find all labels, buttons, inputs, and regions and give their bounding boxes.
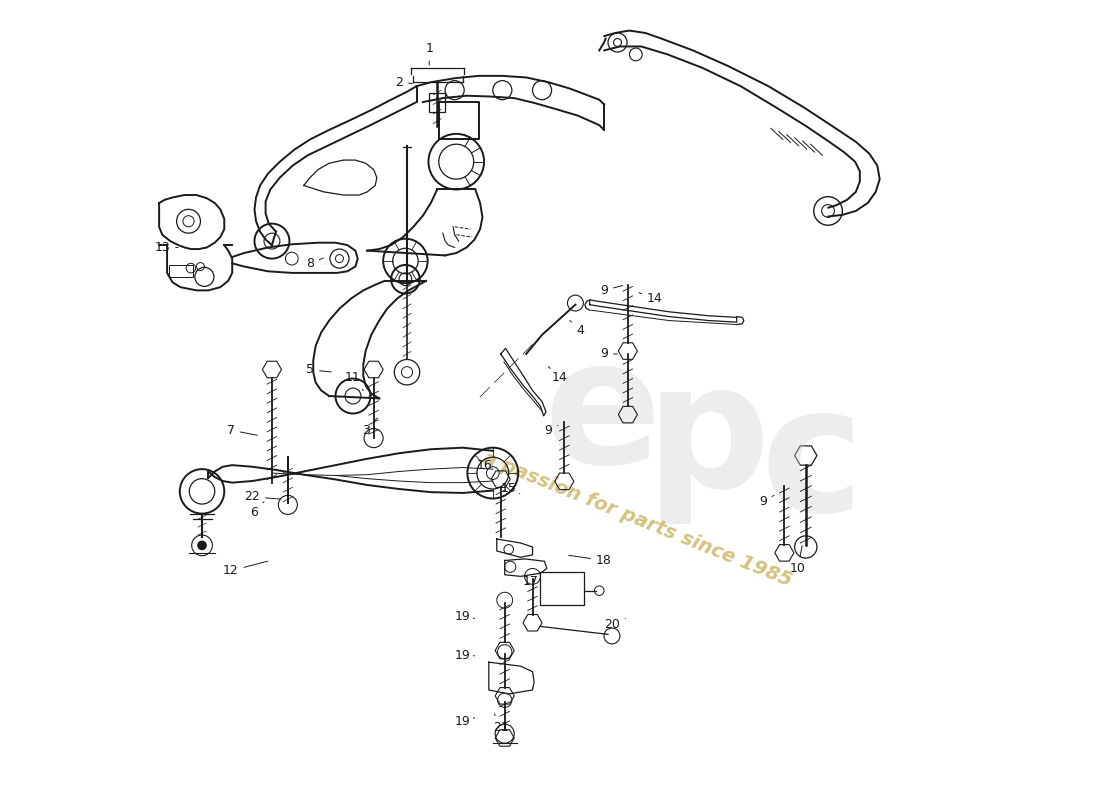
Text: 19: 19 xyxy=(454,610,474,622)
Text: 9: 9 xyxy=(544,424,558,437)
Text: 19: 19 xyxy=(454,650,474,662)
Bar xyxy=(429,93,446,113)
Text: 19: 19 xyxy=(454,715,474,728)
Text: 21: 21 xyxy=(493,714,508,734)
Text: 5: 5 xyxy=(306,363,331,376)
Text: 3: 3 xyxy=(362,418,377,437)
Text: 22: 22 xyxy=(244,490,282,503)
Text: 15: 15 xyxy=(500,482,520,495)
Text: 7: 7 xyxy=(227,424,257,437)
Text: 12: 12 xyxy=(223,561,267,578)
Bar xyxy=(168,265,192,277)
Text: 6: 6 xyxy=(251,502,264,519)
Text: 13: 13 xyxy=(154,241,178,254)
Circle shape xyxy=(198,542,206,550)
Text: 1: 1 xyxy=(426,42,433,65)
Text: 9: 9 xyxy=(601,284,623,297)
Text: 10: 10 xyxy=(790,546,806,575)
Text: 14: 14 xyxy=(639,292,662,305)
Text: e: e xyxy=(543,331,661,500)
Text: 17: 17 xyxy=(522,574,538,588)
Text: 9: 9 xyxy=(601,347,617,361)
Text: 20: 20 xyxy=(604,618,626,630)
Text: 4: 4 xyxy=(570,321,584,337)
Text: 8: 8 xyxy=(306,257,323,270)
Text: 11: 11 xyxy=(345,371,363,390)
Text: 9: 9 xyxy=(759,495,774,508)
Text: c: c xyxy=(761,379,864,548)
Text: a passion for parts since 1985: a passion for parts since 1985 xyxy=(480,448,794,590)
Bar xyxy=(540,571,584,605)
Text: 14: 14 xyxy=(549,366,568,384)
Text: 18: 18 xyxy=(569,554,612,567)
Text: 2: 2 xyxy=(395,76,412,89)
Text: p: p xyxy=(646,355,769,524)
Text: 16: 16 xyxy=(477,458,496,472)
